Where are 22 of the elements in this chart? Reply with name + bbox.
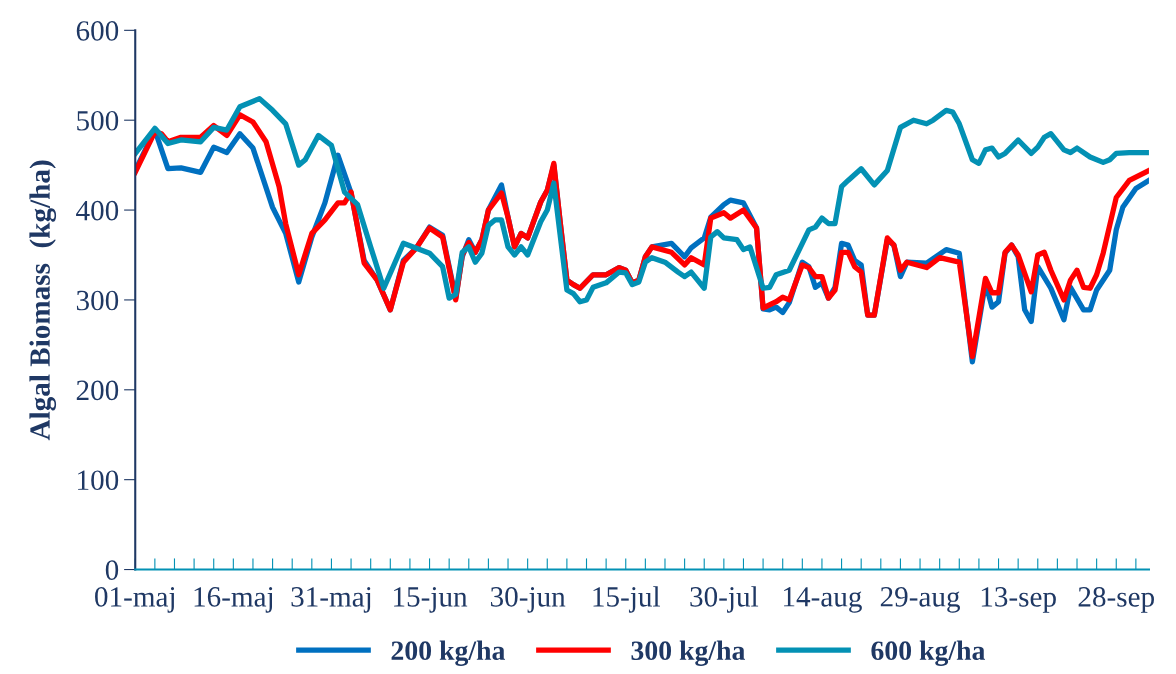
x-tick-label: 30-jun	[490, 587, 566, 613]
legend-label: 200 kg/ha	[391, 640, 506, 666]
legend-label: 300 kg/ha	[631, 640, 746, 666]
y-tick-label: 200	[76, 380, 119, 401]
x-tick-label: 30-jul	[690, 586, 759, 613]
x-tick-label: 31-maj	[291, 587, 371, 613]
y-tick-label: 100	[78, 470, 119, 491]
x-tick-label: 13-sep	[981, 587, 1056, 613]
x-tick-label: 29-aug	[880, 587, 960, 613]
y-tick-label: 600	[76, 21, 119, 41]
y-tick-label: 500	[77, 110, 119, 131]
y-axis-title: Algal Biomass (kg/ha)	[29, 160, 57, 441]
x-tick-label: 01-maj	[95, 587, 175, 613]
y-tick-label: 400	[76, 200, 119, 221]
x-tick-label: 28-sep	[1078, 587, 1154, 613]
x-tick-label: 15-jul	[593, 586, 660, 613]
x-tick-label: 16-maj	[194, 587, 273, 613]
y-tick-label: 300	[76, 290, 119, 311]
x-tick-label: 14-aug	[784, 587, 862, 613]
x-tick-label: 15-jun	[394, 587, 468, 613]
legend-label: 600 kg/ha	[871, 640, 986, 666]
y-tick-label: 0	[105, 560, 119, 580]
